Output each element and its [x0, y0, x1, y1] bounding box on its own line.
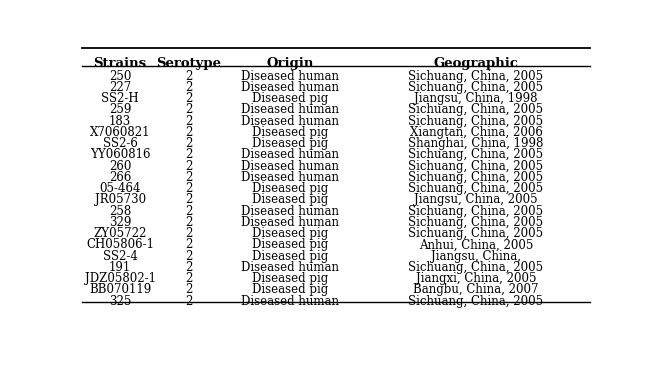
Text: 191: 191 [109, 261, 131, 274]
Text: 2: 2 [185, 250, 192, 263]
Text: 259: 259 [109, 103, 131, 116]
Text: 2: 2 [185, 205, 192, 218]
Text: Sichuang, China, 2005: Sichuang, China, 2005 [409, 216, 544, 229]
Text: X7060821: X7060821 [90, 126, 150, 139]
Text: Diseased human: Diseased human [241, 70, 339, 83]
Text: CH05806-1: CH05806-1 [86, 239, 154, 251]
Text: 2: 2 [185, 261, 192, 274]
Text: Diseased pig: Diseased pig [253, 182, 329, 195]
Text: 2: 2 [185, 272, 192, 285]
Text: Sichuang, China, 2005: Sichuang, China, 2005 [409, 70, 544, 83]
Text: Diseased pig: Diseased pig [253, 227, 329, 240]
Text: ZY05722: ZY05722 [93, 227, 147, 240]
Text: 2: 2 [185, 148, 192, 161]
Text: 2: 2 [185, 171, 192, 184]
Text: Diseased human: Diseased human [241, 115, 339, 128]
Text: Origin: Origin [267, 57, 314, 70]
Text: Diseased human: Diseased human [241, 148, 339, 161]
Text: Bangbu, China, 2007: Bangbu, China, 2007 [413, 283, 539, 297]
Text: Anhui, China, 2005: Anhui, China, 2005 [419, 239, 533, 251]
Text: Diseased pig: Diseased pig [253, 137, 329, 150]
Text: 2: 2 [185, 70, 192, 83]
Text: 2: 2 [185, 126, 192, 139]
Text: Strains: Strains [94, 57, 147, 70]
Text: Sichuang, China, 2005: Sichuang, China, 2005 [409, 148, 544, 161]
Text: 2: 2 [185, 81, 192, 94]
Text: Sichuang, China, 2005: Sichuang, China, 2005 [409, 115, 544, 128]
Text: Geographic: Geographic [434, 57, 518, 70]
Text: Jiangsu, China, 1998: Jiangsu, China, 1998 [414, 92, 538, 105]
Text: SS2-H: SS2-H [101, 92, 139, 105]
Text: 2: 2 [185, 182, 192, 195]
Text: Diseased human: Diseased human [241, 261, 339, 274]
Text: Xiangtan, China, 2006: Xiangtan, China, 2006 [409, 126, 543, 139]
Text: Diseased human: Diseased human [241, 160, 339, 172]
Text: 2: 2 [185, 92, 192, 105]
Text: 2: 2 [185, 227, 192, 240]
Text: Diseased pig: Diseased pig [253, 193, 329, 206]
Text: 266: 266 [109, 171, 131, 184]
Text: 2: 2 [185, 193, 192, 206]
Text: Jiangsu, China, 2005: Jiangsu, China, 2005 [414, 193, 538, 206]
Text: 2: 2 [185, 295, 192, 308]
Text: JR05730: JR05730 [94, 193, 146, 206]
Text: Serotype: Serotype [156, 57, 221, 70]
Text: Sichuang, China, 2005: Sichuang, China, 2005 [409, 81, 544, 94]
Text: 325: 325 [109, 295, 131, 308]
Text: 2: 2 [185, 137, 192, 150]
Text: 183: 183 [109, 115, 131, 128]
Text: 2: 2 [185, 216, 192, 229]
Text: Shanghai, China, 1998: Shanghai, China, 1998 [408, 137, 544, 150]
Text: BB070119: BB070119 [89, 283, 152, 297]
Text: Sichuang, China, 2005: Sichuang, China, 2005 [409, 261, 544, 274]
Text: SS2-6: SS2-6 [103, 137, 138, 150]
Text: 05-464: 05-464 [99, 182, 141, 195]
Text: Diseased pig: Diseased pig [253, 272, 329, 285]
Text: Sichuang, China, 2005: Sichuang, China, 2005 [409, 227, 544, 240]
Text: Sichuang, China, 2005: Sichuang, China, 2005 [409, 103, 544, 116]
Text: 329: 329 [109, 216, 131, 229]
Text: JDZ05802-1: JDZ05802-1 [85, 272, 155, 285]
Text: SS2-4: SS2-4 [103, 250, 138, 263]
Text: 227: 227 [109, 81, 131, 94]
Text: Diseased human: Diseased human [241, 171, 339, 184]
Text: Diseased pig: Diseased pig [253, 126, 329, 139]
Text: Diseased pig: Diseased pig [253, 250, 329, 263]
Text: Diseased pig: Diseased pig [253, 239, 329, 251]
Text: 2: 2 [185, 160, 192, 172]
Text: 2: 2 [185, 115, 192, 128]
Text: Jiangxi, China, 2005: Jiangxi, China, 2005 [416, 272, 536, 285]
Text: Sichuang, China, 2005: Sichuang, China, 2005 [409, 182, 544, 195]
Text: Sichuang, China, 2005: Sichuang, China, 2005 [409, 295, 544, 308]
Text: Diseased human: Diseased human [241, 81, 339, 94]
Text: Diseased human: Diseased human [241, 216, 339, 229]
Text: Jiangsu, China,: Jiangsu, China, [431, 250, 521, 263]
Text: 2: 2 [185, 283, 192, 297]
Text: 250: 250 [109, 70, 131, 83]
Text: Sichuang, China, 2005: Sichuang, China, 2005 [409, 205, 544, 218]
Text: 2: 2 [185, 239, 192, 251]
Text: Sichuang, China, 2005: Sichuang, China, 2005 [409, 171, 544, 184]
Text: 2: 2 [185, 103, 192, 116]
Text: 258: 258 [109, 205, 131, 218]
Text: YY060816: YY060816 [90, 148, 150, 161]
Text: Diseased pig: Diseased pig [253, 283, 329, 297]
Text: Diseased human: Diseased human [241, 103, 339, 116]
Text: Sichuang, China, 2005: Sichuang, China, 2005 [409, 160, 544, 172]
Text: Diseased pig: Diseased pig [253, 92, 329, 105]
Text: 260: 260 [109, 160, 131, 172]
Text: Diseased human: Diseased human [241, 295, 339, 308]
Text: Diseased human: Diseased human [241, 205, 339, 218]
